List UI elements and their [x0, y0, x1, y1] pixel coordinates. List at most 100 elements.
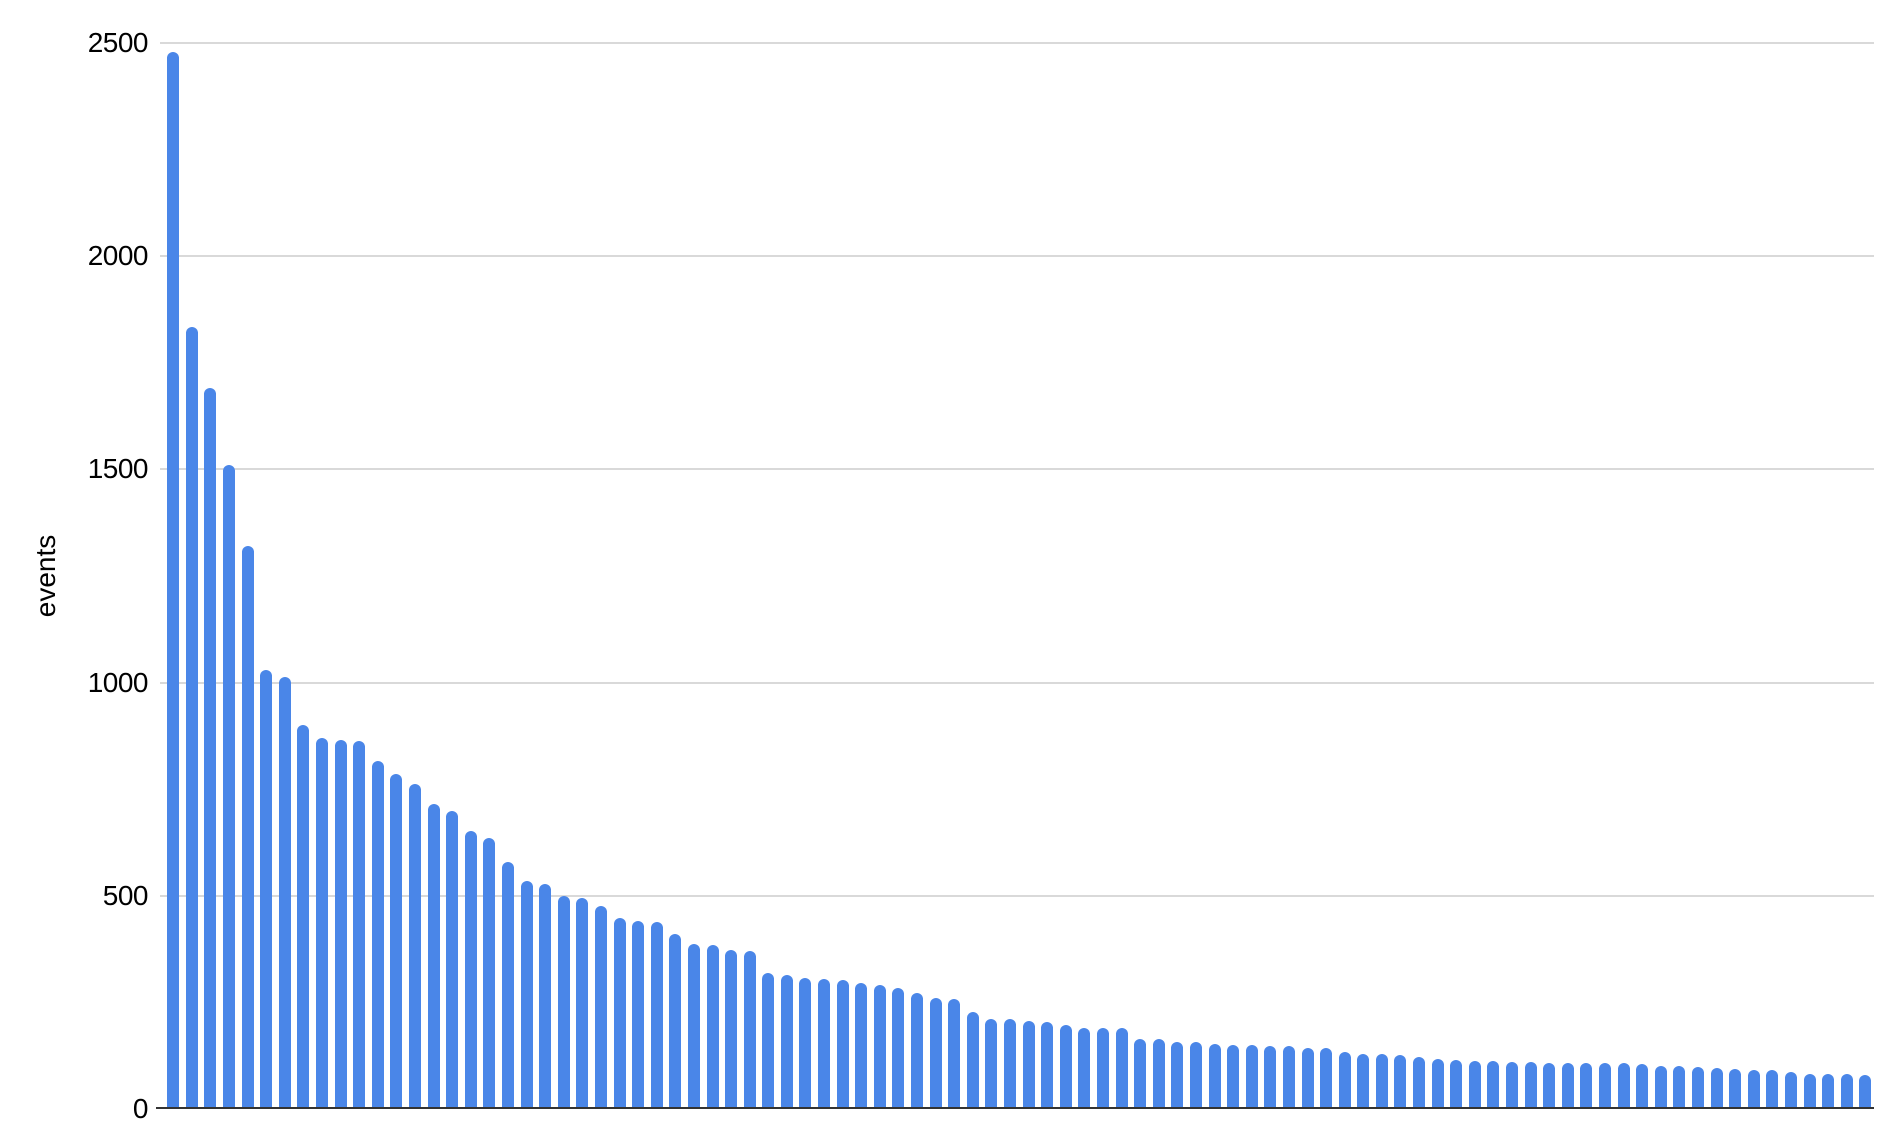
bar-15	[427, 803, 440, 1109]
bar-band-28	[666, 43, 685, 1109]
bar-band-35	[796, 43, 815, 1109]
bar-band-70	[1447, 43, 1466, 1109]
bar-band-91	[1837, 43, 1856, 1109]
bar-70	[1450, 1059, 1463, 1109]
bar-band-26	[629, 43, 648, 1109]
bar-band-49	[1057, 43, 1076, 1109]
bar-62	[1301, 1048, 1314, 1109]
bar-74	[1524, 1062, 1537, 1109]
bar-24	[594, 906, 607, 1109]
bar-band-74	[1521, 43, 1540, 1109]
bar-19	[501, 861, 514, 1109]
bar-22	[557, 895, 570, 1109]
bar-band-25	[610, 43, 629, 1109]
bar-9	[316, 737, 329, 1109]
bar-band-78	[1596, 43, 1615, 1109]
bar-21	[539, 883, 552, 1109]
bar-band-21	[536, 43, 555, 1109]
bar-band-34	[778, 43, 797, 1109]
bar-63	[1320, 1048, 1333, 1109]
bar-band-92	[1856, 43, 1875, 1109]
y-axis-tick-label-500: 500	[102, 879, 149, 911]
bar-81	[1654, 1065, 1667, 1109]
bar-38	[855, 983, 868, 1109]
bar-32	[743, 951, 756, 1109]
bar-11	[353, 740, 366, 1109]
bar-band-27	[647, 43, 666, 1109]
bar-66	[1375, 1054, 1388, 1109]
bar-band-32	[740, 43, 759, 1109]
bar-band-55	[1168, 43, 1187, 1109]
bar-86	[1747, 1069, 1760, 1109]
bar-band-63	[1317, 43, 1336, 1109]
bar-band-15	[424, 43, 443, 1109]
bar-8	[297, 725, 310, 1109]
gridline-1500	[160, 468, 1874, 471]
bar-12	[371, 760, 384, 1109]
bar-band-51	[1094, 43, 1113, 1109]
bar-band-67	[1391, 43, 1410, 1109]
bar-band-79	[1614, 43, 1633, 1109]
bar-band-42	[926, 43, 945, 1109]
bar-band-48	[1038, 43, 1057, 1109]
bar-band-66	[1373, 43, 1392, 1109]
bar-55	[1171, 1041, 1184, 1109]
bar-76	[1561, 1062, 1574, 1109]
bar-91	[1840, 1074, 1853, 1109]
bar-band-20	[517, 43, 536, 1109]
bar-3	[204, 388, 217, 1109]
bar-band-86	[1744, 43, 1763, 1109]
bar-band-46	[1001, 43, 1020, 1109]
bar-45	[985, 1018, 998, 1109]
bar-16	[446, 810, 459, 1109]
y-axis-tick-label-0: 0	[132, 1093, 149, 1124]
bar-44	[966, 1011, 979, 1109]
bar-band-85	[1726, 43, 1745, 1109]
bar-band-62	[1298, 43, 1317, 1109]
bar-53	[1134, 1038, 1147, 1109]
bar-band-40	[889, 43, 908, 1109]
bar-band-54	[1149, 43, 1168, 1109]
bar-band-87	[1763, 43, 1782, 1109]
bar-64	[1338, 1052, 1351, 1109]
bar-band-68	[1410, 43, 1429, 1109]
bar-92	[1859, 1074, 1872, 1109]
bar-band-2	[183, 43, 202, 1109]
bar-6	[260, 669, 273, 1109]
bar-39	[873, 985, 886, 1109]
bar-69	[1431, 1058, 1444, 1109]
bar-band-60	[1261, 43, 1280, 1109]
bar-20	[520, 880, 533, 1109]
bar-band-82	[1670, 43, 1689, 1109]
bar-band-89	[1800, 43, 1819, 1109]
bar-57	[1208, 1044, 1221, 1109]
bar-7	[278, 677, 291, 1109]
bar-29	[687, 944, 700, 1109]
bar-band-3	[201, 43, 220, 1109]
bar-band-77	[1577, 43, 1596, 1109]
bar-58	[1227, 1044, 1240, 1109]
bar-band-57	[1205, 43, 1224, 1109]
bar-80	[1636, 1063, 1649, 1109]
bar-54	[1152, 1039, 1165, 1109]
bar-13	[390, 774, 403, 1109]
bar-band-33	[759, 43, 778, 1109]
bar-25	[613, 917, 626, 1109]
bar-band-58	[1224, 43, 1243, 1109]
bar-52	[1115, 1028, 1128, 1109]
bar-46	[1004, 1019, 1017, 1109]
bar-79	[1617, 1063, 1630, 1109]
bar-band-90	[1819, 43, 1838, 1109]
bar-band-56	[1187, 43, 1206, 1109]
bar-band-75	[1540, 43, 1559, 1109]
bar-48	[1041, 1021, 1054, 1109]
bar-40	[892, 987, 905, 1109]
bar-band-81	[1652, 43, 1671, 1109]
bar-band-43	[945, 43, 964, 1109]
bar-band-84	[1707, 43, 1726, 1109]
bars-container	[164, 43, 1874, 1109]
bar-30	[706, 945, 719, 1109]
bar-band-13	[387, 43, 406, 1109]
bar-band-24	[592, 43, 611, 1109]
gridline-2500	[160, 42, 1874, 44]
